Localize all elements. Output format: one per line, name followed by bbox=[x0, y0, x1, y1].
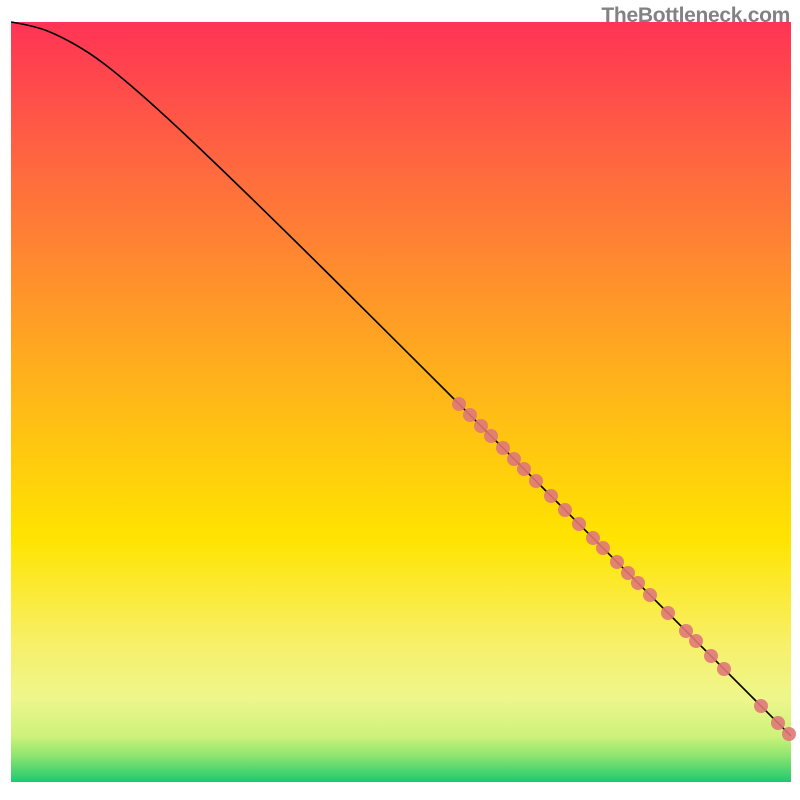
marker-point bbox=[474, 419, 488, 433]
marker-point bbox=[558, 503, 572, 517]
marker-point bbox=[596, 541, 610, 555]
marker-point bbox=[717, 662, 731, 676]
marker-point bbox=[463, 408, 477, 422]
marker-point bbox=[661, 606, 675, 620]
marker-point bbox=[452, 397, 466, 411]
marker-point bbox=[507, 452, 521, 466]
marker-point bbox=[484, 429, 498, 443]
marker-point bbox=[529, 474, 543, 488]
marker-point bbox=[496, 441, 510, 455]
marker-point bbox=[689, 634, 703, 648]
marker-point bbox=[771, 716, 785, 730]
marker-point bbox=[586, 531, 600, 545]
marker-point bbox=[572, 517, 586, 531]
gradient-background bbox=[11, 22, 791, 782]
marker-point bbox=[704, 649, 718, 663]
marker-point bbox=[621, 566, 635, 580]
marker-point bbox=[782, 727, 796, 741]
heatmap-chart bbox=[0, 0, 800, 800]
marker-point bbox=[544, 489, 558, 503]
marker-point bbox=[643, 588, 657, 602]
marker-point bbox=[679, 624, 693, 638]
marker-point bbox=[517, 462, 531, 476]
marker-point bbox=[754, 699, 768, 713]
marker-point bbox=[610, 555, 624, 569]
watermark-text: TheBottleneck.com bbox=[601, 4, 790, 28]
marker-point bbox=[631, 576, 645, 590]
